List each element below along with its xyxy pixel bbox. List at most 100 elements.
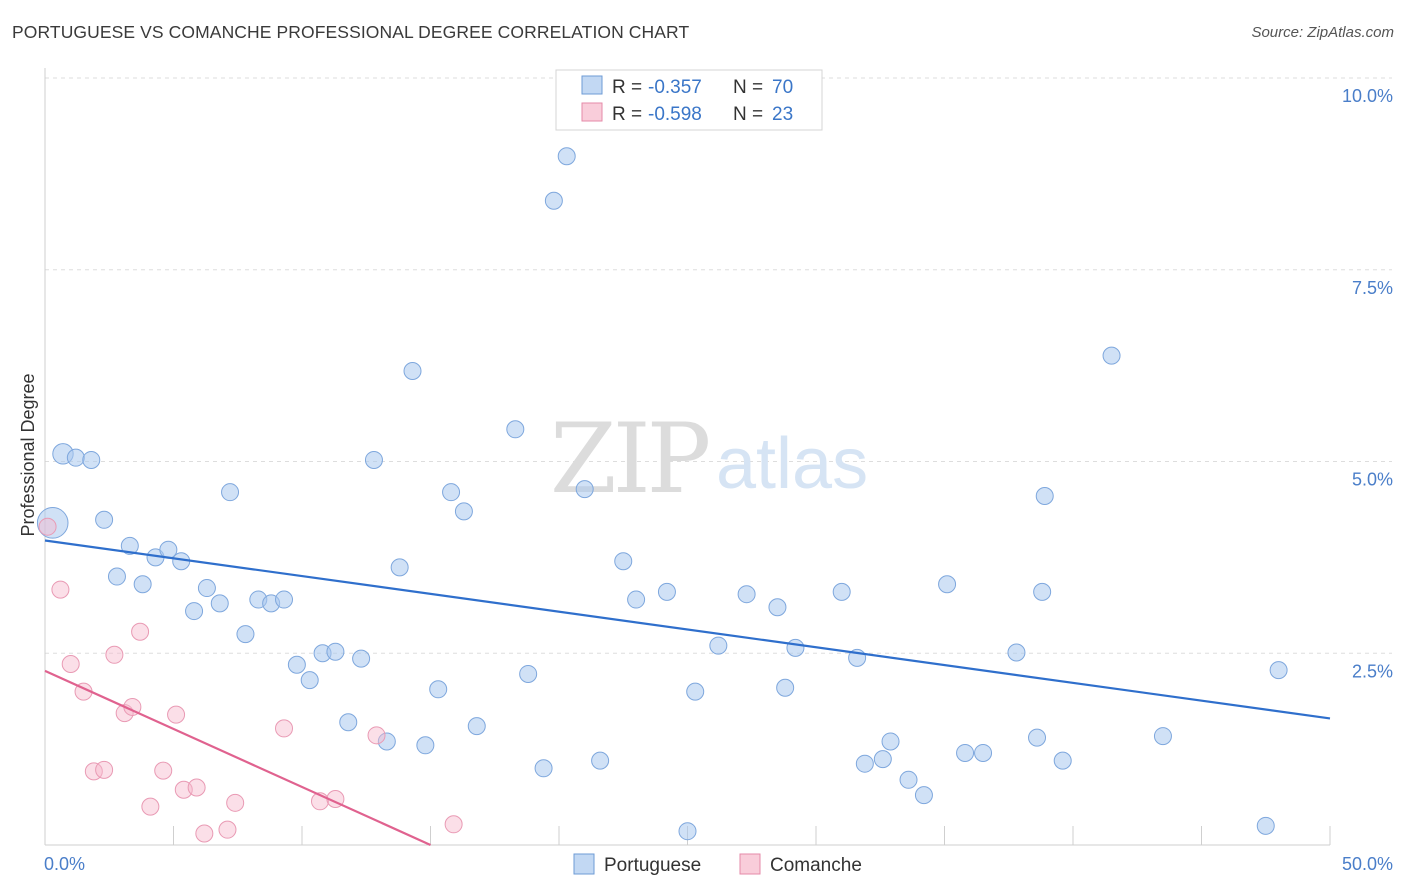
legend-n-value-2: 23 <box>772 104 793 125</box>
portuguese-point-66 <box>1102 346 1121 365</box>
portuguese-point-38 <box>557 147 576 166</box>
portuguese-point-67 <box>1153 727 1172 746</box>
portuguese-point-22 <box>326 642 345 661</box>
y-tick-labels: 2.5% 5.0% 7.5% 10.0% <box>1342 86 1393 681</box>
portuguese-point-58 <box>938 575 957 594</box>
comanche-point-17 <box>226 793 245 812</box>
portuguese-point-3 <box>82 450 101 469</box>
portuguese-point-43 <box>657 582 676 601</box>
portuguese-point-57 <box>914 786 933 805</box>
comanche-point-21 <box>367 726 386 745</box>
portuguese-point-47 <box>737 585 756 604</box>
comanche-point-15 <box>195 824 214 843</box>
portuguese-point-14 <box>221 483 240 502</box>
portuguese-point-13 <box>210 594 229 613</box>
comanche-point-1 <box>51 580 70 599</box>
comanche-trend-line <box>44 669 431 847</box>
legend-n-value-1: 70 <box>772 77 793 98</box>
y-tick-label-2: 7.5% <box>1352 278 1393 298</box>
bottom-legend-comanche: Comanche <box>770 855 862 876</box>
portuguese-point-35 <box>519 664 538 683</box>
bottom-legend-portuguese: Portuguese <box>604 855 701 876</box>
portuguese-point-45 <box>686 682 705 701</box>
portuguese-trend-line <box>44 539 1331 720</box>
bottom-legend: Portuguese Comanche <box>573 853 862 876</box>
portuguese-point-56 <box>899 770 918 789</box>
x-tick-label-1: 50.0% <box>1342 854 1393 874</box>
portuguese-point-24 <box>352 649 371 668</box>
portuguese-point-69 <box>1269 661 1288 680</box>
portuguese-point-59 <box>956 743 975 762</box>
legend-r-value-1: -0.357 <box>648 77 702 98</box>
comanche-point-9 <box>131 622 150 641</box>
portuguese-point-39 <box>575 480 594 499</box>
comanche-point-12 <box>167 705 186 724</box>
source-label: Source: ZipAtlas.com <box>1251 24 1394 41</box>
comanche-point-2 <box>61 654 80 673</box>
legend-n-label-2: N = <box>733 104 763 125</box>
top-legend: R = -0.357 N = 70 R = -0.598 N = 23 <box>555 69 823 131</box>
axes <box>44 68 1331 846</box>
portuguese-point-30 <box>429 680 448 699</box>
portuguese-point-20 <box>300 671 319 690</box>
portuguese-point-51 <box>832 582 851 601</box>
portuguese-point-0 <box>36 507 69 539</box>
comanche-point-5 <box>95 760 114 779</box>
portuguese-point-64 <box>1035 487 1054 506</box>
portuguese-point-27 <box>390 558 409 577</box>
y-tick-label-0: 2.5% <box>1352 661 1393 681</box>
x-tick-label-0: 0.0% <box>44 854 85 874</box>
portuguese-point-18 <box>275 590 294 609</box>
portuguese-point-34 <box>506 420 525 439</box>
portuguese-point-12 <box>197 579 216 598</box>
legend-r-label-2: R = <box>612 104 642 125</box>
comanche-point-16 <box>218 820 237 839</box>
x-tick-labels: 0.0% 50.0% <box>44 854 1393 874</box>
portuguese-point-49 <box>776 678 795 697</box>
portuguese-point-68 <box>1256 816 1275 835</box>
watermark-atlas: atlas <box>716 424 868 504</box>
portuguese-point-15 <box>236 625 255 644</box>
portuguese-point-46 <box>709 636 728 655</box>
portuguese-point-65 <box>1053 751 1072 770</box>
portuguese-point-42 <box>627 590 646 609</box>
comanche-point-10 <box>141 797 160 816</box>
portuguese-point-2 <box>66 448 85 467</box>
legend-n-label-1: N = <box>733 77 763 98</box>
portuguese-point-53 <box>855 754 874 773</box>
portuguese-point-55 <box>881 732 900 751</box>
portuguese-point-7 <box>133 575 152 594</box>
legend-r-value-2: -0.598 <box>648 104 702 125</box>
portuguese-point-11 <box>185 602 204 621</box>
portuguese-point-26 <box>377 732 396 751</box>
portuguese-point-41 <box>614 552 633 571</box>
data-points <box>36 147 1288 843</box>
y-tick-label-1: 5.0% <box>1352 470 1393 490</box>
bottom-legend-swatch-comanche <box>739 853 761 875</box>
portuguese-point-63 <box>1033 582 1052 601</box>
comanche-point-6 <box>105 645 124 664</box>
portuguese-point-5 <box>107 567 126 586</box>
portuguese-point-25 <box>364 450 383 469</box>
chart-title: PORTUGUESE VS COMANCHE PROFESSIONAL DEGR… <box>12 22 690 42</box>
bottom-legend-swatch-portuguese <box>573 853 595 875</box>
comanche-point-14 <box>187 778 206 797</box>
portuguese-point-60 <box>974 743 993 762</box>
comanche-point-11 <box>154 761 173 780</box>
portuguese-point-44 <box>678 822 697 841</box>
y-tick-label-3: 10.0% <box>1342 86 1393 106</box>
comanche-point-0 <box>38 517 57 536</box>
legend-swatch-comanche <box>581 102 603 122</box>
portuguese-point-28 <box>403 361 422 380</box>
legend-swatch-portuguese <box>581 75 603 95</box>
portuguese-point-61 <box>1007 643 1026 662</box>
portuguese-point-48 <box>768 598 787 617</box>
portuguese-point-32 <box>454 502 473 521</box>
portuguese-point-54 <box>873 750 892 769</box>
portuguese-point-31 <box>442 483 461 502</box>
portuguese-point-40 <box>591 751 610 770</box>
portuguese-point-29 <box>416 736 435 755</box>
portuguese-point-23 <box>339 713 358 732</box>
portuguese-point-33 <box>467 717 486 736</box>
